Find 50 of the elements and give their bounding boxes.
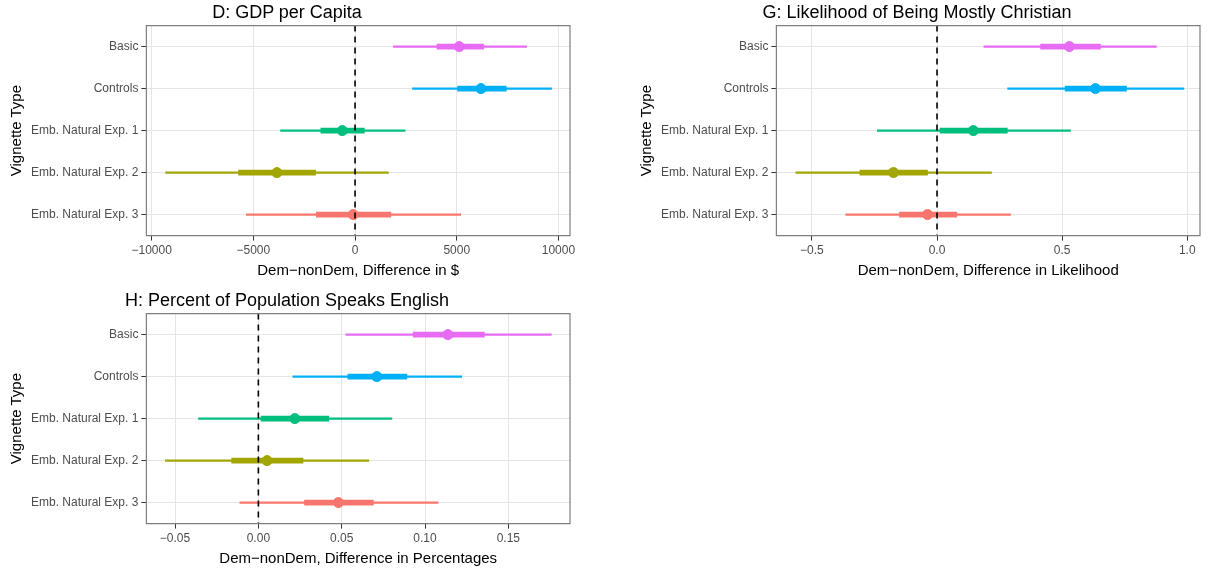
y-tick-label: Emb. Natural Exp. 2	[660, 164, 769, 179]
x-tick-label: 10000	[541, 243, 576, 258]
point	[371, 371, 383, 383]
y-tick-label: Emb. Natural Exp. 1	[30, 410, 139, 425]
y-tick-label: Basic	[109, 38, 139, 53]
chart-title: G: Likelihood of Being Mostly Christian	[762, 1, 1072, 22]
point	[967, 125, 979, 137]
x-tick-label: −5000	[236, 243, 271, 258]
point	[261, 455, 273, 467]
y-tick-label: Controls	[93, 80, 139, 95]
x-tick-label: 5000	[443, 243, 471, 258]
x-tick-label: 0.10	[413, 531, 438, 546]
chart-title: D: GDP per Capita	[212, 1, 363, 22]
x-tick-label: 0.0	[928, 243, 946, 258]
point	[289, 413, 301, 425]
y-tick-label: Emb. Natural Exp. 1	[30, 122, 139, 137]
point	[1089, 83, 1101, 95]
x-tick-label: −10000	[131, 243, 173, 258]
y-tick-label: Emb. Natural Exp. 3	[30, 494, 139, 509]
y-tick-label: Basic	[739, 38, 769, 53]
x-tick-label: 0.5	[1053, 243, 1071, 258]
point	[271, 167, 283, 179]
y-axis-title: Vignette Type	[637, 85, 655, 177]
point	[1063, 41, 1075, 53]
chart-title: H: Percent of Population Speaks English	[124, 289, 450, 310]
point	[453, 41, 465, 53]
point	[332, 497, 344, 509]
point	[475, 83, 487, 95]
x-axis-title: Dem−nonDem, Difference in Likelihood	[857, 261, 1119, 279]
point	[442, 329, 454, 341]
x-axis-title: Dem−nonDem, Difference in Percentages	[219, 549, 498, 567]
x-tick-label: −0.5	[800, 243, 825, 258]
x-tick-label: 0.15	[496, 531, 521, 546]
y-axis-title: Vignette Type	[7, 85, 25, 177]
y-tick-label: Basic	[109, 326, 139, 341]
x-tick-label: 0.00	[246, 531, 271, 546]
x-tick-label: 1.0	[1178, 243, 1196, 258]
x-tick-label: −0.05	[159, 531, 191, 546]
y-tick-label: Emb. Natural Exp. 3	[30, 206, 139, 221]
y-tick-label: Controls	[93, 368, 139, 383]
y-tick-label: Emb. Natural Exp. 3	[660, 206, 769, 221]
y-tick-label: Emb. Natural Exp. 2	[30, 164, 139, 179]
x-tick-label: 0	[351, 243, 359, 258]
y-tick-label: Emb. Natural Exp. 2	[30, 452, 139, 467]
y-axis-title: Vignette Type	[7, 373, 25, 465]
x-tick-label: 0.05	[330, 531, 354, 546]
x-axis-title: Dem−nonDem, Difference in $	[257, 261, 460, 279]
point	[336, 125, 348, 137]
y-tick-label: Emb. Natural Exp. 1	[660, 122, 769, 137]
y-tick-label: Controls	[723, 80, 769, 95]
